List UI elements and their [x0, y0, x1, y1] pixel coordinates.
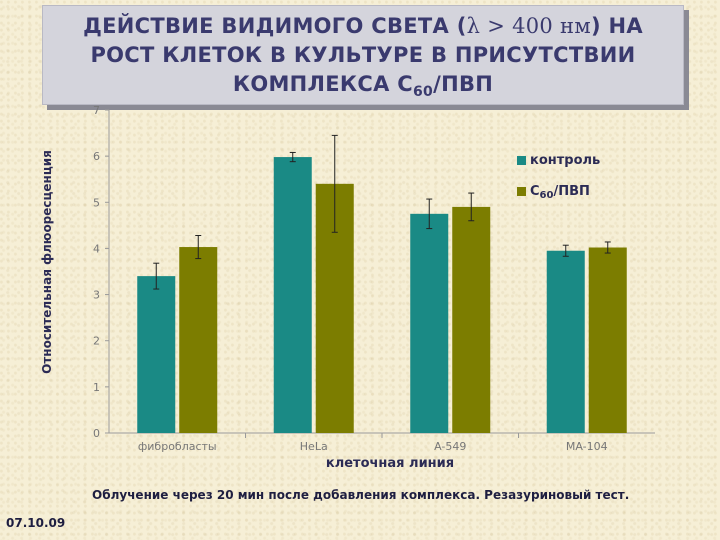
- y-axis-label: Относительная флюоресценция: [40, 150, 54, 374]
- legend-label-control: контроль: [530, 153, 601, 168]
- title-box: ДЕЙСТВИЕ ВИДИМОГО СВЕТА (λ > 400 нм) НА …: [42, 5, 684, 105]
- x-tick-label: MA-104: [566, 440, 608, 453]
- y-tick-label: 4: [93, 242, 100, 255]
- x-tick-label: A-549: [434, 440, 466, 453]
- bar-control: [137, 276, 176, 433]
- x-axis-label: клеточная линия: [325, 456, 455, 471]
- legend-swatch-complex: [517, 187, 526, 196]
- x-tick-label: фибробласты: [138, 440, 217, 453]
- legend-item-control: контроль: [517, 153, 600, 168]
- y-tick-label: 6: [93, 150, 100, 163]
- bar-control: [273, 157, 312, 433]
- title-line-3: КОМПЛЕКСА С60/ПВП: [232, 71, 494, 100]
- bar-control: [546, 250, 585, 433]
- legend-label-complex: С60/ПВП: [530, 184, 590, 201]
- chart-title: ДЕЙСТВИЕ ВИДИМОГО СВЕТА (λ > 400 нм) НА …: [83, 12, 643, 99]
- wavelength-condition: λ > 400 нм: [466, 13, 591, 38]
- y-tick-label: 1: [93, 381, 100, 394]
- y-tick-label: 0: [93, 427, 100, 440]
- bar-complex: [179, 247, 218, 433]
- date-label: 07.10.09: [6, 516, 66, 530]
- footnote: Облучение через 20 мин после добавления …: [92, 488, 630, 502]
- bar-complex: [588, 247, 627, 433]
- bar-complex: [452, 206, 491, 433]
- legend-swatch-control: [517, 156, 526, 165]
- legend-item-complex: С60/ПВП: [517, 184, 590, 201]
- title-line-2: РОСТ КЛЕТОК В КУЛЬТУРЕ В ПРИСУТСТВИИ: [90, 42, 636, 67]
- y-tick-label: 5: [93, 196, 100, 209]
- y-tick-label: 3: [93, 289, 100, 302]
- title-line-1: ДЕЙСТВИЕ ВИДИМОГО СВЕТА (λ > 400 нм) НА: [83, 13, 643, 38]
- bar-control: [410, 213, 449, 433]
- x-tick-label: HeLa: [300, 440, 328, 453]
- y-tick-label: 2: [93, 335, 100, 348]
- y-tick-label: 7: [93, 104, 100, 117]
